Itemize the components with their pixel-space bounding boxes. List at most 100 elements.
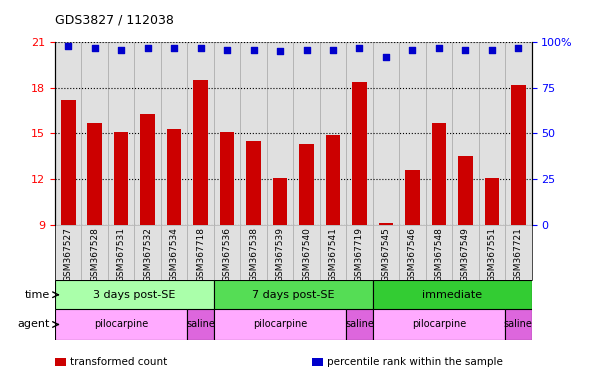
Text: pilocarpine: pilocarpine (412, 319, 466, 329)
Bar (485, 177, 499, 225)
Text: pilocarpine: pilocarpine (94, 319, 148, 329)
Bar (108, 225, 134, 280)
Bar (55, 280, 214, 309)
Text: 3 days post-SE: 3 days post-SE (93, 290, 175, 300)
Bar (61, 100, 76, 225)
Bar (399, 225, 426, 280)
Bar (188, 42, 214, 225)
Bar (452, 42, 478, 225)
Bar (505, 225, 532, 280)
Bar (161, 42, 188, 225)
Bar (505, 309, 532, 340)
Bar (214, 225, 240, 280)
Text: GSM367549: GSM367549 (461, 227, 470, 282)
Bar (426, 42, 452, 225)
Bar (167, 129, 181, 225)
Text: GSM367531: GSM367531 (117, 227, 126, 282)
Bar (273, 177, 287, 225)
Bar (293, 42, 320, 225)
Bar (352, 82, 367, 225)
Bar (55, 42, 81, 225)
Text: GSM367540: GSM367540 (302, 227, 311, 282)
Point (64, 43, 73, 49)
Bar (267, 42, 293, 225)
Text: immediate: immediate (422, 290, 482, 300)
Point (249, 46, 258, 53)
Bar (320, 42, 346, 225)
Point (487, 46, 497, 53)
Point (408, 46, 417, 53)
Bar (320, 225, 346, 280)
Bar (452, 225, 478, 280)
Bar (161, 225, 188, 280)
Text: 7 days post-SE: 7 days post-SE (252, 290, 335, 300)
Bar (458, 156, 473, 225)
Text: GSM367546: GSM367546 (408, 227, 417, 282)
Bar (55, 225, 81, 280)
Point (354, 45, 364, 51)
Point (143, 45, 153, 51)
Bar (399, 42, 426, 225)
Point (513, 45, 523, 51)
Text: saline: saline (186, 319, 215, 329)
Text: saline: saline (345, 319, 374, 329)
Text: GSM367534: GSM367534 (170, 227, 178, 282)
Point (328, 46, 338, 53)
Text: GSM367528: GSM367528 (90, 227, 99, 282)
Bar (511, 85, 525, 225)
Bar (478, 42, 505, 225)
Text: time: time (25, 290, 50, 300)
Point (169, 45, 179, 51)
Text: GSM367551: GSM367551 (488, 227, 496, 282)
Bar (267, 225, 293, 280)
Point (302, 46, 312, 53)
Bar (214, 309, 346, 340)
Point (381, 54, 391, 60)
Text: GSM367548: GSM367548 (434, 227, 444, 282)
Bar (246, 141, 261, 225)
Point (222, 46, 232, 53)
Bar (134, 225, 161, 280)
Bar (478, 225, 505, 280)
Bar (373, 42, 399, 225)
Bar (431, 123, 446, 225)
Bar (373, 280, 532, 309)
Bar (293, 225, 320, 280)
Bar (240, 225, 267, 280)
Point (116, 46, 126, 53)
Text: agent: agent (18, 319, 50, 329)
Point (434, 45, 444, 51)
Bar (87, 123, 102, 225)
Bar (214, 280, 373, 309)
Bar (346, 42, 373, 225)
Text: percentile rank within the sample: percentile rank within the sample (327, 357, 503, 367)
Text: GSM367718: GSM367718 (196, 227, 205, 282)
Text: GDS3827 / 112038: GDS3827 / 112038 (55, 14, 174, 27)
Bar (81, 42, 108, 225)
Bar (299, 144, 314, 225)
Text: GSM367539: GSM367539 (276, 227, 285, 282)
Text: GSM367541: GSM367541 (329, 227, 337, 282)
Bar (240, 42, 267, 225)
Bar (55, 309, 188, 340)
Bar (326, 135, 340, 225)
Bar (188, 225, 214, 280)
Bar (141, 114, 155, 225)
Text: GSM367527: GSM367527 (64, 227, 73, 282)
Bar (346, 225, 373, 280)
Point (275, 48, 285, 55)
Text: GSM367719: GSM367719 (355, 227, 364, 282)
Text: transformed count: transformed count (70, 357, 167, 367)
Text: GSM367538: GSM367538 (249, 227, 258, 282)
Bar (505, 42, 532, 225)
Point (196, 45, 205, 51)
Text: GSM367532: GSM367532 (143, 227, 152, 282)
Bar (426, 225, 452, 280)
Bar (134, 42, 161, 225)
Bar (346, 309, 373, 340)
Bar (108, 42, 134, 225)
Bar (373, 225, 399, 280)
Text: pilocarpine: pilocarpine (253, 319, 307, 329)
Text: GSM367721: GSM367721 (514, 227, 523, 282)
Bar (379, 223, 393, 225)
